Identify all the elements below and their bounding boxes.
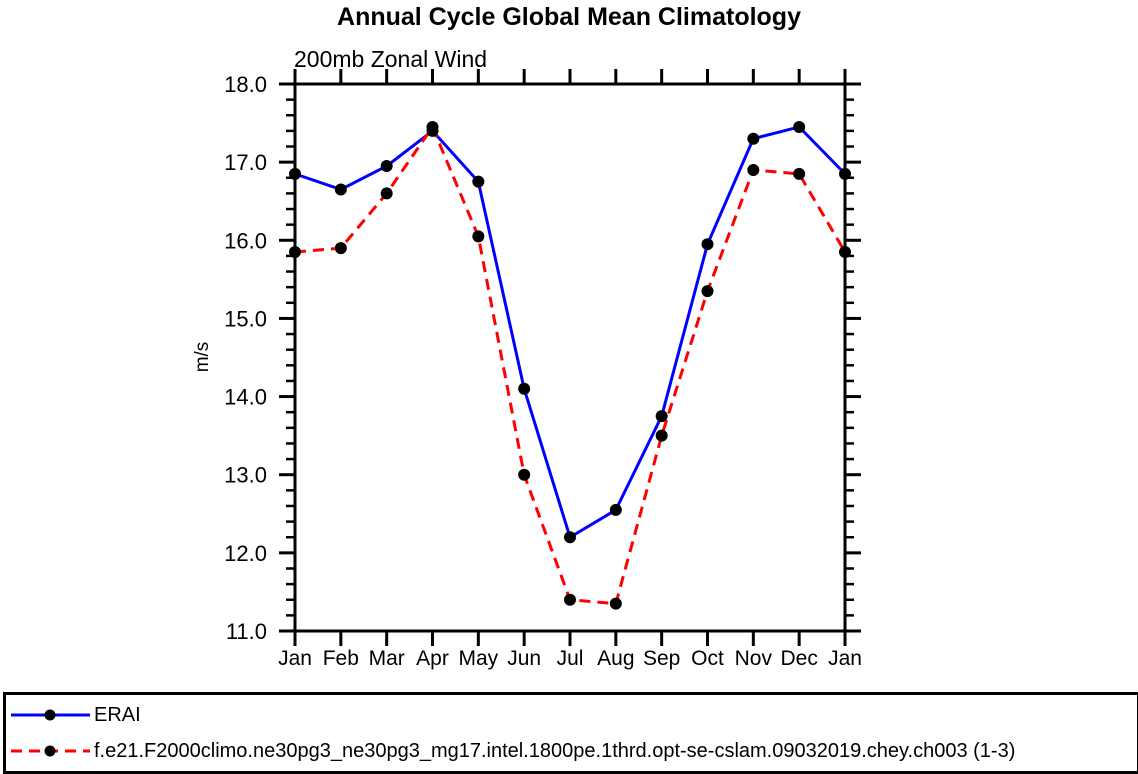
y-axis-tick-label: 13.0 <box>224 463 267 488</box>
x-axis-tick-label: Oct <box>691 647 724 670</box>
erai-data-point-marker <box>701 238 714 251</box>
x-axis-tick-label: Feb <box>323 647 359 670</box>
x-axis-tick-label: Dec <box>780 647 817 670</box>
y-axis-tick-label: 14.0 <box>224 385 267 410</box>
model-data-point-marker <box>426 120 439 133</box>
x-axis-tick-label: Aug <box>597 647 634 670</box>
y-axis-tick-label: 11.0 <box>226 619 267 644</box>
legend-label-erai: ERAI <box>94 703 141 726</box>
model-data-point-marker <box>380 187 393 200</box>
model-data-point-marker <box>655 429 668 442</box>
legend-entry-erai: ERAI <box>11 699 1137 732</box>
erai-line-sample <box>11 709 90 721</box>
erai-data-point-marker <box>747 132 760 145</box>
model-line-sample <box>11 745 90 757</box>
model-data-point-marker <box>334 242 347 255</box>
model-data-point-marker <box>472 230 485 243</box>
erai-data-point-marker <box>793 120 806 133</box>
y-axis-tick-label: 15.0 <box>224 306 267 331</box>
erai-data-point-marker <box>289 167 301 180</box>
erai-data-point-marker <box>334 183 347 196</box>
model-data-point-marker <box>564 593 576 606</box>
model-data-point-marker <box>793 167 806 180</box>
erai-line <box>294 125 847 540</box>
y-axis-tick-label: 17.0 <box>224 150 267 175</box>
erai-data-point-marker <box>518 382 531 395</box>
x-axis-tick-label: Apr <box>416 647 449 670</box>
plot-frame <box>293 82 847 633</box>
chart-title: Annual Cycle Global Mean Climatology <box>337 3 801 31</box>
x-axis-tick-label: Jul <box>557 647 584 670</box>
x-axis-tick-label: Jan <box>828 647 862 670</box>
y-axis-title: m/s <box>192 342 213 373</box>
model-data-point-marker <box>701 285 714 298</box>
legend-entry-model: f.e21.F2000climo.ne30pg3_ne30pg3_mg17.in… <box>11 735 1137 768</box>
model-sample-marker-icon <box>44 745 56 757</box>
y-axis-tick-label: 12.0 <box>224 541 267 566</box>
x-axis-tick-label: Sep <box>643 647 680 670</box>
model-data-point-marker <box>839 246 851 259</box>
x-axis-tick-label: Mar <box>369 647 405 670</box>
erai-data-point-marker <box>472 175 485 188</box>
x-axis-tick-label: Nov <box>735 647 773 670</box>
model-data-point-marker <box>289 246 301 259</box>
model-data-point-marker <box>747 163 760 176</box>
erai-data-point-marker <box>380 160 393 173</box>
erai-data-point-marker <box>564 531 576 544</box>
y-axis-tick-label: 18.0 <box>224 72 267 97</box>
x-axis-tick-label: Jan <box>278 647 312 670</box>
x-axis-tick-label: May <box>458 647 498 670</box>
model-data-point-marker <box>518 468 531 481</box>
legend-label-model: f.e21.F2000climo.ne30pg3_ne30pg3_mg17.in… <box>94 739 1016 762</box>
plot-canvas: Jan Feb Mar Apr May Jun Jul Aug Sep Oct Nov Dec Jan 1… <box>192 69 862 670</box>
model-data-point-marker <box>609 597 622 610</box>
erai-sample-marker-icon <box>44 709 56 721</box>
y-axis-tick-label: 16.0 <box>224 228 267 253</box>
legend: ERAI f.e21.F2000climo.ne30pg3_ne30pg3_mg… <box>3 692 1138 774</box>
erai-data-point-marker <box>655 410 668 423</box>
x-axis-tick-label: Jun <box>507 647 541 670</box>
erai-data-point-marker <box>839 167 851 180</box>
chart-subtitle: 200mb Zonal Wind <box>294 46 488 72</box>
erai-data-point-marker <box>609 503 622 516</box>
